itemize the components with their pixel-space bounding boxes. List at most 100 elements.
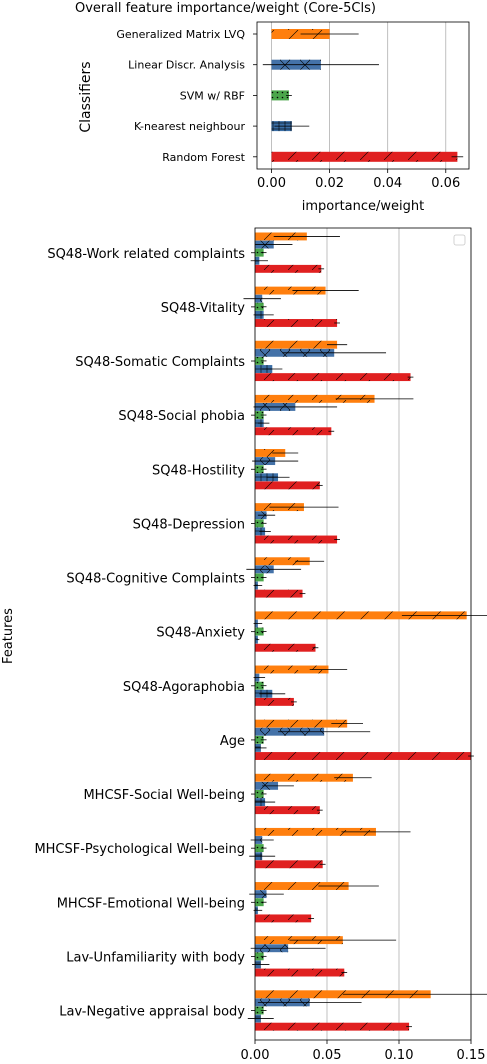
feature-bar bbox=[255, 589, 306, 598]
bottom-y-tick-label: MHCSF-Emotional Well-being bbox=[57, 896, 245, 911]
feature-bar bbox=[255, 232, 340, 241]
bottom-x-tick-label: 0.15 bbox=[457, 1048, 486, 1063]
feature-bar bbox=[255, 752, 474, 760]
legend-box bbox=[453, 234, 466, 246]
feature-bar bbox=[255, 356, 267, 365]
feature-bar bbox=[255, 365, 283, 373]
feature-bar bbox=[255, 635, 260, 644]
bottom-y-tick-label: MHCSF-Psychological Well-being bbox=[34, 842, 245, 857]
top-bar bbox=[271, 29, 359, 39]
bottom-chart-ylabel: Features bbox=[1, 608, 16, 664]
top-x-tick-label: 0.06 bbox=[431, 176, 460, 191]
feature-bar bbox=[250, 944, 326, 953]
feature-bar bbox=[255, 968, 348, 977]
top-chart-y-ticks: Generalized Matrix LVQ Linear Discr. Anal… bbox=[116, 28, 257, 164]
feature-bar bbox=[255, 264, 325, 273]
bottom-y-tick-label: MHCSF-Social Well-being bbox=[83, 788, 245, 803]
bottom-y-tick-label: Lav-Negative appraisal body bbox=[59, 1005, 245, 1020]
feature-bar bbox=[255, 1022, 412, 1031]
feature-bar bbox=[255, 735, 267, 744]
feature-bar bbox=[255, 519, 267, 528]
feature-bar bbox=[253, 673, 266, 682]
feature-bar bbox=[255, 427, 335, 436]
bottom-y-tick-label: Age bbox=[220, 734, 245, 749]
top-x-tick-label: 0.02 bbox=[315, 176, 344, 191]
bottom-chart-x-ticks: 0.00 0.05 0.10 0.15 bbox=[241, 1040, 486, 1063]
top-y-tick-label: K-nearest neighbour bbox=[134, 120, 246, 133]
feature-bar-group bbox=[249, 827, 411, 869]
feature-bar bbox=[255, 465, 267, 474]
feature-bar bbox=[255, 844, 267, 853]
bottom-x-tick-label: 0.05 bbox=[313, 1048, 342, 1063]
feature-bar bbox=[255, 627, 267, 636]
bottom-y-tick-label: SQ48-Somatic Complaints bbox=[75, 355, 245, 370]
top-chart-x-ticks: 0.00 0.02 0.04 0.06 bbox=[257, 169, 460, 191]
feature-bar bbox=[255, 936, 397, 945]
feature-bar bbox=[255, 790, 267, 798]
feature-bar-group bbox=[255, 340, 414, 382]
bottom-y-tick-label: SQ48-Depression bbox=[133, 517, 245, 532]
feature-bar bbox=[255, 319, 340, 327]
feature-bar-group bbox=[250, 936, 397, 977]
feature-bar bbox=[255, 611, 487, 620]
bottom-y-tick-label: SQ48-Work related complaints bbox=[47, 247, 245, 262]
feature-bar bbox=[255, 798, 276, 806]
feature-bar bbox=[255, 643, 319, 652]
feature-bar bbox=[255, 449, 299, 457]
feature-bar bbox=[255, 806, 323, 815]
feature-bar bbox=[255, 573, 267, 582]
feature-bar bbox=[249, 890, 284, 899]
feature-bar-group bbox=[255, 719, 474, 760]
feature-bar-group bbox=[253, 394, 414, 436]
feature-bar-group bbox=[249, 882, 379, 923]
feature-bar bbox=[246, 565, 302, 574]
feature-bar bbox=[255, 535, 340, 544]
feature-bar-group bbox=[246, 557, 325, 598]
feature-bar-group bbox=[250, 232, 340, 273]
feature-bar bbox=[255, 727, 371, 736]
feature-bar bbox=[255, 511, 276, 520]
top-x-tick-label: 0.00 bbox=[257, 176, 286, 191]
feature-bar bbox=[255, 411, 267, 419]
top-y-tick-label: Generalized Matrix LVQ bbox=[116, 28, 245, 41]
feature-bar-group bbox=[243, 286, 359, 327]
feature-bar-group bbox=[252, 449, 323, 490]
feature-bar bbox=[255, 240, 293, 249]
bottom-chart-frame bbox=[254, 227, 472, 1041]
top-x-tick-label: 0.04 bbox=[373, 176, 402, 191]
feature-bar bbox=[255, 481, 323, 490]
bottom-y-tick-label: SQ48-Anxiety bbox=[156, 626, 245, 641]
feature-bar bbox=[255, 286, 359, 295]
bottom-chart-bars bbox=[243, 232, 487, 1031]
feature-bar bbox=[255, 394, 414, 403]
feature-bar bbox=[253, 402, 338, 411]
feature-bar bbox=[255, 914, 315, 923]
feature-bar bbox=[255, 681, 267, 690]
feature-importance-chart: SQ48-Work related complaints SQ48-Vitalit… bbox=[1, 227, 487, 1063]
feature-bar bbox=[255, 781, 294, 790]
feature-bar bbox=[255, 743, 267, 752]
top-chart-xlabel: importance/weight bbox=[302, 199, 424, 214]
top-bar bbox=[262, 59, 379, 70]
feature-bar bbox=[255, 248, 267, 257]
feature-bar-group bbox=[255, 773, 372, 815]
bottom-y-tick-label: SQ48-Cognitive Complaints bbox=[66, 572, 245, 587]
bottom-y-tick-label: SQ48-Hostility bbox=[152, 463, 245, 478]
feature-bar bbox=[250, 836, 274, 844]
top-bar bbox=[271, 90, 292, 101]
feature-bar bbox=[255, 503, 339, 512]
top-y-tick-label: Random Forest bbox=[162, 151, 245, 164]
feature-bar bbox=[255, 473, 290, 482]
feature-bar bbox=[255, 860, 326, 869]
feature-bar bbox=[255, 373, 414, 382]
top-bar bbox=[271, 121, 310, 132]
feature-bar bbox=[255, 689, 286, 698]
feature-bar bbox=[255, 952, 267, 961]
feature-bar bbox=[249, 852, 276, 861]
bottom-x-tick-label: 0.10 bbox=[385, 1048, 414, 1063]
feature-bar bbox=[255, 882, 379, 890]
feature-bar-group bbox=[255, 503, 340, 544]
feature-bar bbox=[255, 1006, 267, 1015]
feature-bar bbox=[255, 990, 487, 999]
